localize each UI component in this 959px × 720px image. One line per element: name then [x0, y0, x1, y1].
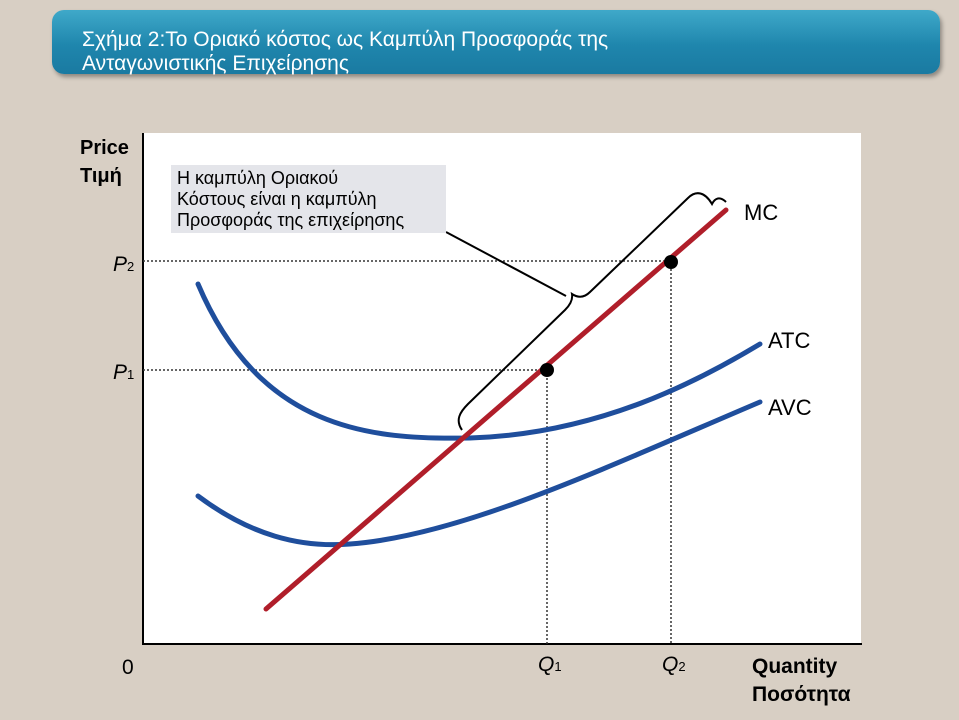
- slide-title-line-2: Ανταγωνιστικής Επιχείρησης: [82, 52, 349, 75]
- p2-subscript: 2: [127, 259, 135, 274]
- callout-line-1: Η καμπύλη Οριακού: [177, 168, 339, 188]
- q1-subscript: 1: [554, 659, 562, 674]
- atc-label: ATC: [768, 328, 811, 353]
- atc-curve: [195, 281, 763, 441]
- origin-label: 0: [122, 656, 134, 679]
- p1-subscript: 1: [127, 367, 135, 382]
- q2-subscript: 2: [678, 659, 686, 674]
- callout-line-3: Προσφοράς της επιχείρησης: [177, 210, 405, 230]
- p1-label: P1: [113, 361, 134, 385]
- p2-label: P2: [113, 253, 134, 277]
- q2-label: Q2: [662, 653, 686, 677]
- supply-brace: [457, 192, 727, 431]
- avc-label: AVC: [768, 395, 812, 420]
- x-axis-label-gr: Ποσότητα: [752, 683, 851, 706]
- avc-curve: [195, 399, 763, 548]
- q2-letter: Q: [662, 653, 679, 676]
- y-axis-label-gr: Τιμή: [80, 165, 122, 187]
- x-axis-label-en: Quantity: [752, 655, 838, 678]
- q2-point: [664, 255, 678, 269]
- p2-letter: P: [113, 253, 128, 276]
- mc-label: MC: [744, 200, 779, 225]
- slide-title-line-1: Σχήμα 2:Το Οριακό κόστος ως Καμπύλη Προσ…: [82, 28, 609, 51]
- y-axis-label-en: Price: [80, 137, 129, 159]
- callout-pointer: [445, 231, 567, 297]
- q1-point: [540, 363, 554, 377]
- callout-line-2: Κόστους είναι η καμπύλη: [177, 189, 377, 209]
- slide-title: Σχήμα 2:Το Οριακό κόστος ως Καμπύλη Προσ…: [82, 28, 922, 76]
- title-bar: [52, 10, 940, 74]
- q1-label: Q1: [538, 653, 562, 677]
- q1-letter: Q: [538, 653, 555, 676]
- mc-curve: [263, 207, 729, 612]
- p1-letter: P: [113, 361, 128, 384]
- callout-box: Η καμπύλη Οριακού Κόστους είναι η καμπύλ…: [171, 165, 446, 233]
